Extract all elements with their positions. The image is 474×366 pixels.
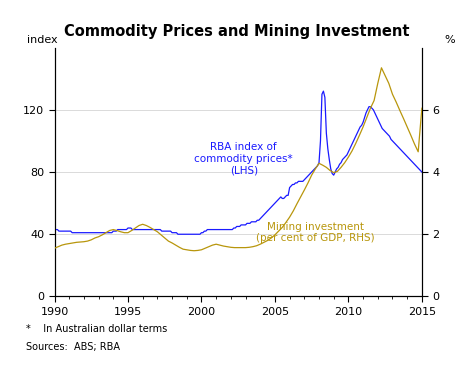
Text: Sources:  ABS; RBA: Sources: ABS; RBA [26,342,120,352]
Text: Commodity Prices and Mining Investment: Commodity Prices and Mining Investment [64,24,410,39]
Text: %: % [444,35,455,45]
Text: Mining investment
(per cent of GDP, RHS): Mining investment (per cent of GDP, RHS) [256,222,374,243]
Text: *    In Australian dollar terms: * In Australian dollar terms [26,324,167,334]
Text: RBA index of
commodity prices*
(LHS): RBA index of commodity prices* (LHS) [194,142,293,175]
Text: index: index [27,35,57,45]
